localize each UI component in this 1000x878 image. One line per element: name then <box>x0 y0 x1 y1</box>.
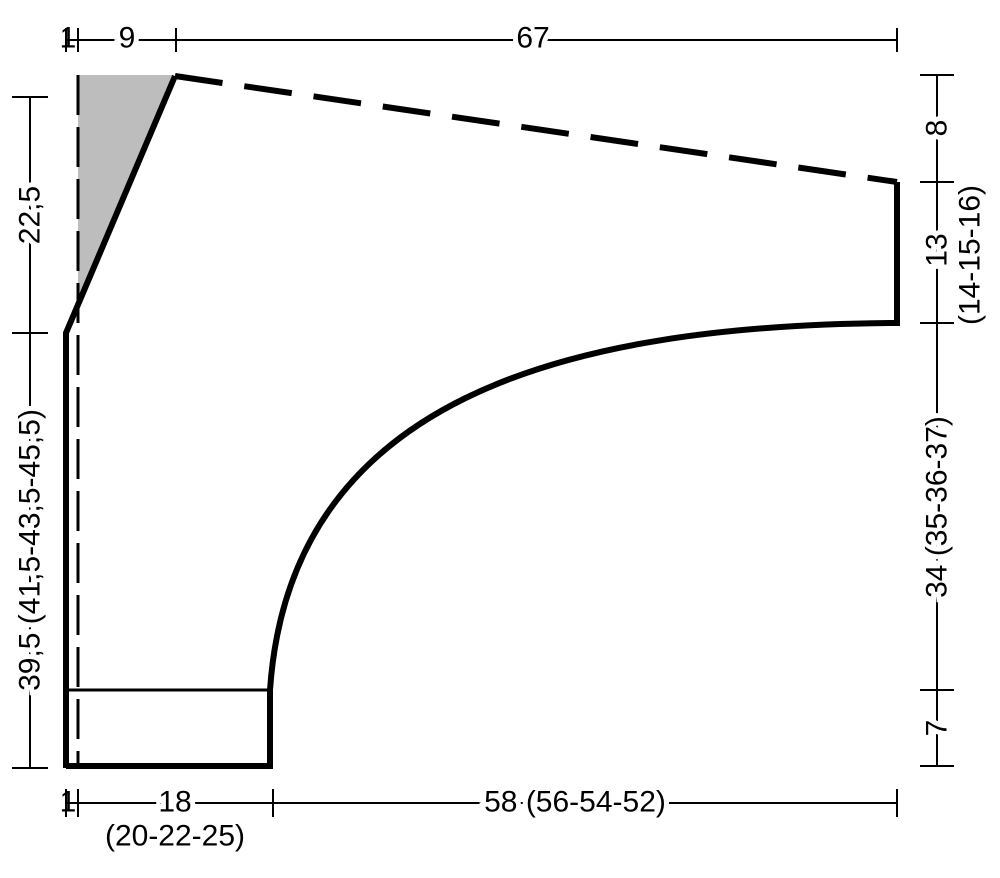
label: 9 <box>119 22 136 55</box>
label: 1 <box>60 22 77 55</box>
label: 58 (56-54-52) <box>484 786 666 819</box>
label: 18 <box>158 786 191 819</box>
left-dimension: 22,5 39,5 (41,5-43,5-45,5) <box>9 96 52 769</box>
bottom-dimension: 1 18 (20-22-25) 58 (56-54-52) <box>60 781 898 858</box>
outline-top <box>174 73 898 185</box>
label: 8 <box>921 120 954 137</box>
cuff <box>64 688 272 768</box>
label: (20-22-25) <box>105 820 245 853</box>
label: 13 <box>921 233 954 266</box>
right-dimension: 8 13 (14-15-16) 34 (35-36-37) 7 <box>916 74 992 767</box>
outline-left <box>63 74 178 768</box>
label: 7 <box>921 720 954 737</box>
label: 22,5 <box>14 186 47 244</box>
label: 39,5 (41,5-43,5-45,5) <box>14 409 47 691</box>
label: 1 <box>60 786 77 819</box>
label: 67 <box>516 22 549 55</box>
label: (14-15-16) <box>954 185 987 325</box>
top-dimension: 1 9 67 <box>60 17 898 60</box>
label: 34 (35-36-37) <box>921 416 954 598</box>
outline-right <box>66 182 900 769</box>
